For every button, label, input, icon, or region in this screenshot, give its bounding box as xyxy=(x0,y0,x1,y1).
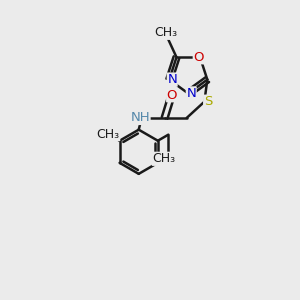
Text: O: O xyxy=(193,51,204,64)
Text: NH: NH xyxy=(130,111,150,124)
Text: O: O xyxy=(167,89,177,102)
Text: N: N xyxy=(186,87,196,100)
Text: S: S xyxy=(204,95,212,108)
Text: CH₃: CH₃ xyxy=(154,26,178,39)
Text: CH₃: CH₃ xyxy=(152,152,176,165)
Text: CH₃: CH₃ xyxy=(97,128,120,141)
Text: N: N xyxy=(167,73,177,86)
